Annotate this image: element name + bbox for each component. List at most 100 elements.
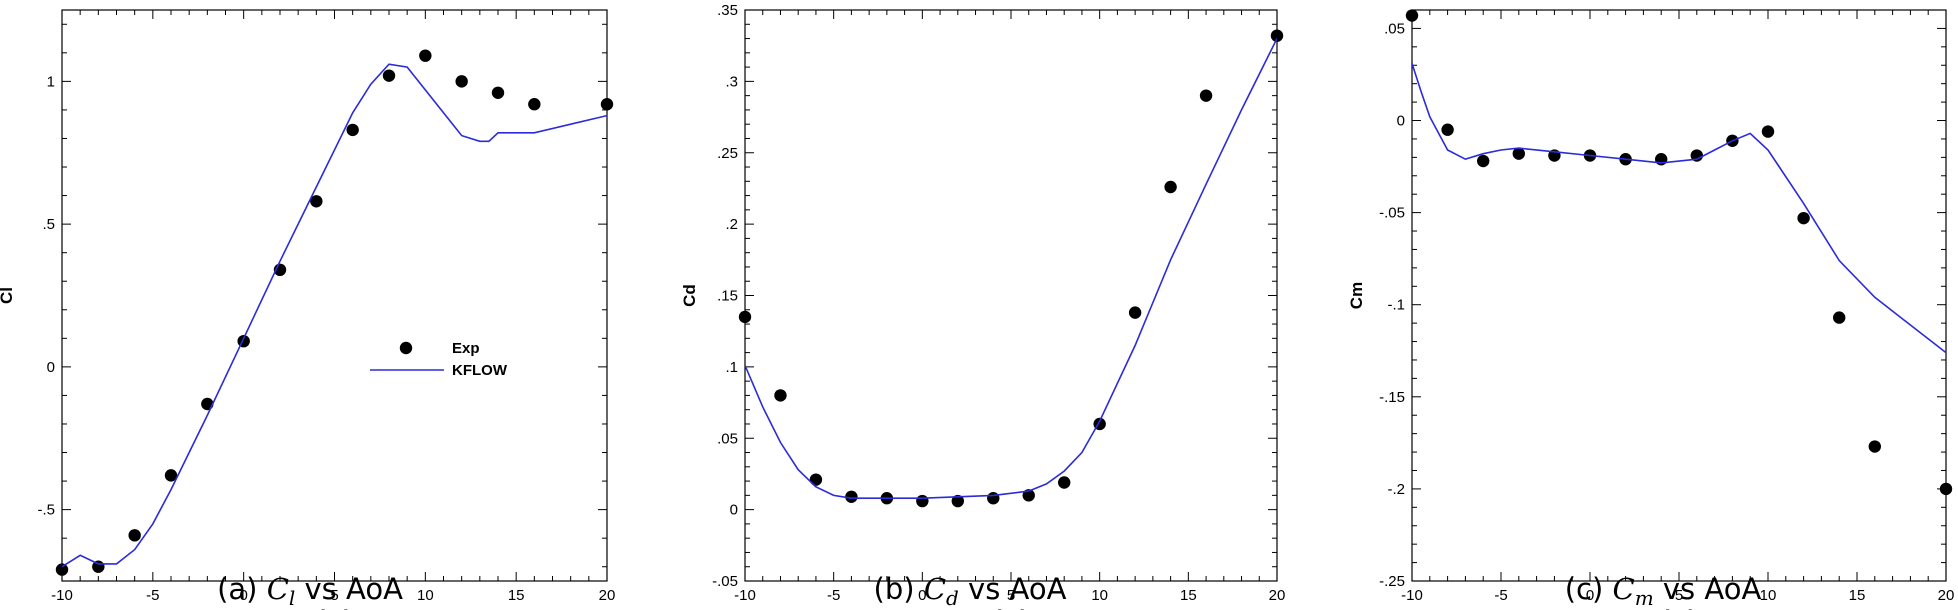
caption-suffix: vs AoA (1654, 572, 1762, 606)
plot-frame (1411, 9, 1947, 582)
data-point (491, 86, 505, 99)
y-tick-label: .3 (725, 73, 738, 90)
x-tick-label: 5 (1007, 587, 1015, 604)
y-tick-label: .05 (717, 430, 738, 447)
caption-suffix: vs AoA (295, 572, 403, 606)
x-tick-label: 0 (1586, 587, 1594, 604)
caption-prefix: (c) (1565, 572, 1613, 606)
y-tick-label: .05 (1384, 20, 1405, 37)
y-tick-label: .35 (717, 2, 738, 19)
data-point (1270, 29, 1284, 42)
x-ticks: -10 -5 0 5 10 15 20 (734, 10, 1285, 604)
x-tick-label: 10 (417, 587, 434, 604)
x-tick-label: 10 (1760, 587, 1777, 604)
x-tick-label: 10 (1091, 587, 1108, 604)
x-tick-label: 5 (1675, 587, 1683, 604)
x-tick-label: 20 (599, 587, 616, 604)
x-tick-label: 20 (1269, 587, 1286, 604)
y-tick-label: .1 (725, 359, 738, 376)
y-tick-label: -.05 (1379, 205, 1405, 222)
chart-panel-1: -10 -5 0 5 10 15 20 -.5 0 .5 1 AoA Cl Exp KFLOW (a) Cl … (0, 9, 615, 610)
data-point (1797, 211, 1810, 225)
x-tick-label: -10 (51, 587, 73, 604)
data-point (1058, 476, 1071, 489)
data-point (1690, 149, 1704, 162)
x-ticks: -10 -5 0 5 10 15 20 (51, 10, 615, 604)
x-tick-label: 15 (1180, 587, 1197, 604)
panel-caption: (b) Cd vs AoA (874, 572, 1067, 610)
x-tick-label: -5 (1494, 587, 1507, 604)
x-tick-label: -10 (734, 587, 756, 604)
legend-label-kflow: KFLOW (452, 362, 508, 379)
y-tick-label: -.5 (37, 502, 55, 519)
caption-prefix: (a) (217, 572, 267, 606)
data-point (1199, 89, 1213, 102)
data-point (55, 563, 69, 576)
y-ticks: -.05 0 .05 .1 .15 .2 .25 .3 .35 (712, 2, 1277, 590)
x-tick-label: -5 (827, 587, 840, 604)
x-tick-label: 0 (239, 587, 247, 604)
caption-subscript: d (946, 586, 959, 610)
y-tick-label: -.1 (1387, 297, 1405, 314)
data-point (1512, 147, 1526, 160)
data-point (346, 123, 359, 137)
x-ticks: -10 -5 0 5 10 15 20 (1401, 10, 1954, 604)
legend: Exp KFLOW (370, 340, 508, 379)
data-point (1405, 9, 1419, 22)
data-point (1761, 125, 1775, 138)
x-tick-label: 15 (1849, 587, 1866, 604)
data-point (455, 75, 468, 88)
data-point (1868, 440, 1882, 453)
data-point (1441, 123, 1454, 136)
series-line-kflow (62, 63, 607, 568)
data-point (845, 490, 858, 503)
x-axis-label: AoA (1662, 606, 1697, 610)
data-point (1128, 306, 1142, 319)
panel-caption: (a) Cl vs AoA (217, 572, 403, 610)
series-line-kflow (745, 38, 1277, 500)
y-tick-label: -.2 (1387, 481, 1405, 498)
y-tick-label: .5 (42, 216, 55, 233)
data-point (951, 494, 964, 508)
y-tick-label: .2 (725, 216, 738, 233)
data-point (809, 473, 823, 486)
x-tick-label: 0 (918, 587, 926, 604)
panel-caption: (c) Cm vs AoA (1565, 572, 1762, 610)
y-tick-label: 0 (730, 502, 738, 519)
y-ticks: -.25 -.2 -.15 -.1 -.05 0 .05 (1379, 9, 1946, 590)
series-points-exp (1405, 9, 1953, 496)
y-tick-label: -.25 (1379, 573, 1405, 590)
caption-symbol: C (1613, 572, 1635, 606)
x-tick-label: -10 (1401, 587, 1423, 604)
caption-suffix: vs AoA (959, 572, 1067, 606)
series-line-kflow (1412, 63, 1946, 354)
data-point (987, 492, 1000, 505)
y-tick-label: .15 (717, 288, 738, 305)
data-point (1833, 311, 1846, 324)
data-point (310, 195, 323, 208)
y-tick-label: 0 (47, 359, 55, 376)
data-point (1477, 154, 1490, 168)
y-tick-label: .25 (717, 145, 738, 162)
x-axis-label: AoA (994, 606, 1029, 610)
x-tick-label: 20 (1938, 587, 1955, 604)
data-point (1164, 180, 1177, 194)
series-points-exp (55, 49, 614, 576)
legend-marker-exp (399, 341, 413, 355)
data-point (201, 397, 214, 411)
y-axis-label: Cm (1347, 282, 1366, 309)
x-axis-label: AoA (317, 606, 352, 610)
legend-label-exp: Exp (452, 340, 480, 357)
y-tick-label: -.05 (712, 573, 738, 590)
caption-symbol: C (924, 572, 946, 606)
y-axis-label: Cd (680, 284, 699, 307)
x-tick-label: -5 (146, 587, 159, 604)
caption-symbol: C (267, 572, 289, 606)
caption-prefix: (b) (874, 572, 924, 606)
data-point (774, 389, 787, 402)
chart-panel-3: -10 -5 0 5 10 15 20 -.25 -.2 -.15 -.1 -.05 0 .05 AoA Cm… (1347, 9, 1954, 610)
data-point (382, 69, 396, 82)
y-tick-label: -.15 (1379, 389, 1405, 406)
y-tick-label: 1 (47, 73, 55, 90)
